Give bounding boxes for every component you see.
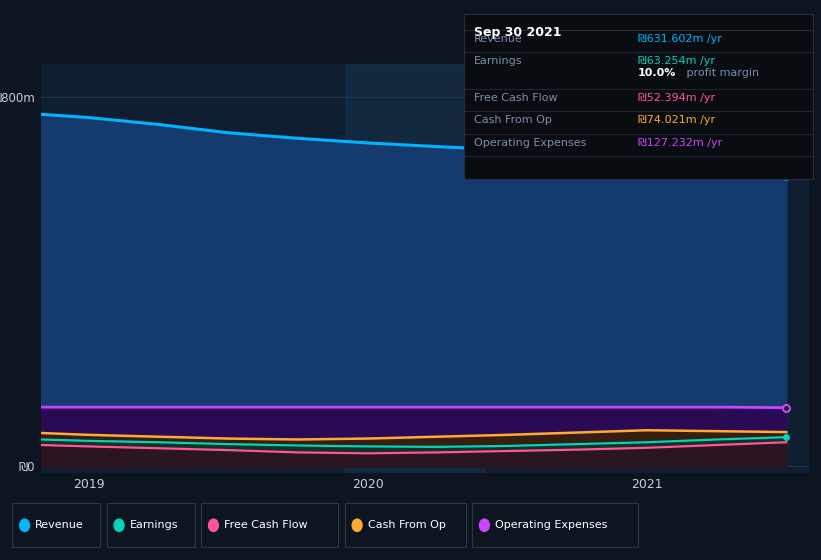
Text: Earnings: Earnings xyxy=(474,56,522,66)
Text: Free Cash Flow: Free Cash Flow xyxy=(474,93,557,103)
Text: ₪52.394m /yr: ₪52.394m /yr xyxy=(638,93,715,103)
Text: Operating Expenses: Operating Expenses xyxy=(495,520,608,530)
Text: Cash From Op: Cash From Op xyxy=(368,520,446,530)
Text: ₪74.021m /yr: ₪74.021m /yr xyxy=(638,115,715,125)
Bar xyxy=(346,64,485,473)
Text: Cash From Op: Cash From Op xyxy=(474,115,552,125)
Text: Sep 30 2021: Sep 30 2021 xyxy=(474,26,562,39)
Text: Revenue: Revenue xyxy=(35,520,84,530)
Text: Revenue: Revenue xyxy=(474,34,522,44)
Text: Free Cash Flow: Free Cash Flow xyxy=(224,520,308,530)
Text: ₪127.232m /yr: ₪127.232m /yr xyxy=(638,138,722,148)
Text: ₪631.602m /yr: ₪631.602m /yr xyxy=(638,34,722,44)
Text: 10.0%: 10.0% xyxy=(638,68,677,78)
Text: Earnings: Earnings xyxy=(130,520,178,530)
Text: Operating Expenses: Operating Expenses xyxy=(474,138,586,148)
Text: ₪63.254m /yr: ₪63.254m /yr xyxy=(638,56,715,66)
Text: profit margin: profit margin xyxy=(683,68,759,78)
